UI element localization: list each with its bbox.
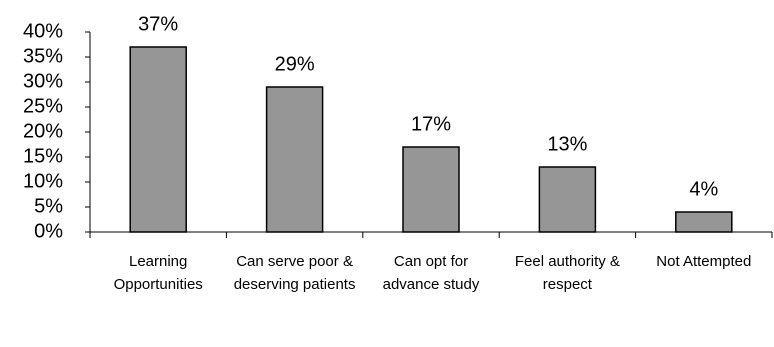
bar (265, 86, 324, 233)
value-label: 17% (411, 113, 451, 135)
x-tick-label: Can serve poor & deserving patients (233, 253, 356, 293)
y-tick-label: 5% (34, 195, 63, 217)
x-tick-label: Not Attempted (656, 253, 752, 270)
bar (402, 146, 460, 233)
value-label: 4% (689, 178, 718, 200)
y-tick-label: 35% (23, 45, 63, 67)
x-tick-label: Feel authority & respect (514, 253, 620, 293)
bar (538, 166, 597, 233)
y-tick-label: 40% (23, 20, 63, 42)
bar (675, 211, 733, 233)
y-tick-label: 10% (23, 170, 63, 192)
y-tick-label: 20% (23, 120, 63, 142)
y-tick-label: 30% (23, 70, 63, 92)
value-label: 29% (275, 53, 315, 75)
y-tick-label: 25% (23, 95, 63, 117)
y-tick-label: 15% (23, 145, 63, 167)
value-label: 37% (138, 13, 178, 35)
x-tick-label: Can opt for advance study (382, 253, 480, 293)
bar (129, 46, 187, 233)
value-label: 13% (547, 133, 587, 155)
x-tick-label: Learning Opportunities (113, 253, 203, 293)
y-tick-label: 0% (34, 220, 63, 242)
